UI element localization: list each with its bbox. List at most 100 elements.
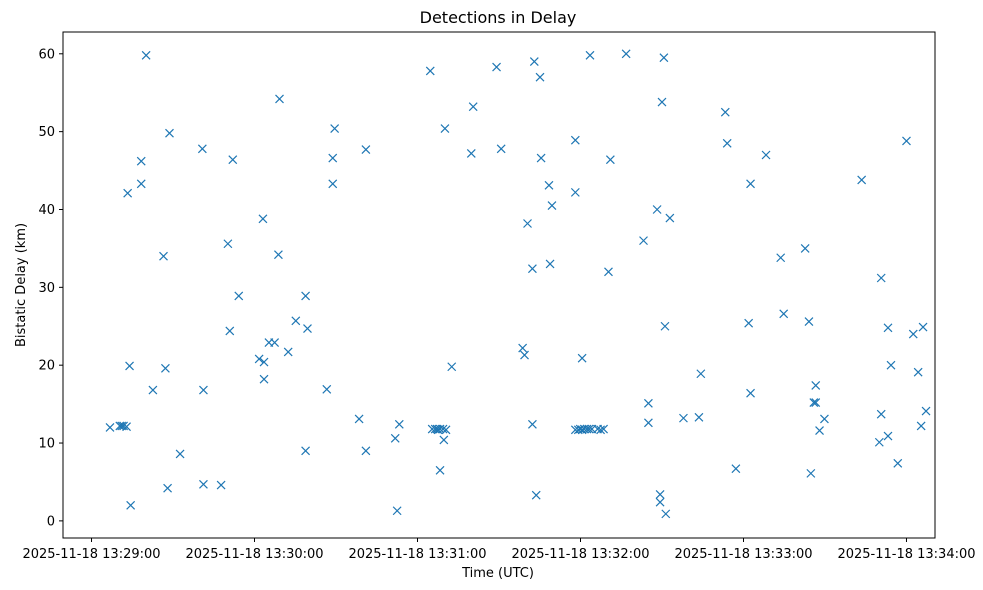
detection-point	[518, 343, 528, 353]
detection-point	[392, 506, 402, 516]
detection-point	[575, 424, 585, 434]
detection-point	[258, 214, 268, 224]
chart-title: Detections in Delay	[420, 8, 577, 27]
detection-point	[585, 50, 595, 60]
data-points	[105, 49, 931, 519]
x-tick-label: 2025-11-18 13:30:00	[185, 547, 323, 562]
detection-point	[902, 136, 911, 146]
detection-point	[744, 318, 754, 328]
detection-point	[197, 144, 207, 154]
detection-point	[811, 380, 821, 390]
detection-point	[908, 329, 918, 339]
detection-point	[913, 367, 923, 377]
detection-point	[322, 384, 332, 394]
x-tick-label: 2025-11-18 13:32:00	[511, 547, 649, 562]
x-axis: 2025-11-18 13:29:00 2025-11-18 13:30:00 20…	[22, 538, 976, 562]
detection-point	[857, 175, 867, 185]
detection-point	[136, 156, 146, 166]
detection-point	[655, 489, 665, 499]
detection-point	[105, 423, 115, 432]
detection-point	[722, 138, 732, 148]
detection-point	[270, 338, 280, 348]
detection-point	[520, 350, 529, 360]
detection-point	[163, 483, 173, 493]
detection-point	[694, 412, 704, 422]
detection-point	[291, 316, 301, 326]
detection-point	[283, 347, 293, 357]
detection-point	[874, 437, 884, 447]
detection-point	[440, 124, 450, 133]
detection-point	[496, 144, 506, 154]
detection-point	[225, 326, 235, 336]
detection-point	[639, 236, 648, 246]
detection-point	[806, 468, 816, 478]
detection-point	[809, 398, 819, 407]
detection-point	[438, 424, 448, 434]
detection-point	[199, 385, 208, 395]
detection-point	[655, 497, 665, 507]
detection-point	[776, 253, 786, 263]
detection-point	[657, 97, 667, 107]
detection-point	[883, 431, 893, 441]
detection-point	[303, 324, 312, 334]
detection-point	[527, 419, 537, 429]
detection-point	[746, 388, 755, 398]
y-tick-label: 40	[38, 203, 55, 218]
x-axis-label: Time (UTC)	[461, 566, 534, 581]
detection-point	[425, 66, 435, 76]
y-axis: 0 10 20 30 40 50 60	[38, 47, 63, 529]
detection-point	[886, 360, 896, 370]
detection-point	[536, 153, 546, 163]
x-tick-label: 2025-11-18 13:29:00	[22, 547, 160, 562]
detection-point	[439, 435, 449, 445]
detection-point	[301, 291, 311, 301]
detection-point	[696, 369, 706, 379]
detection-point	[126, 500, 136, 510]
detection-point	[273, 250, 283, 260]
detection-point	[254, 354, 264, 364]
detection-point	[652, 205, 662, 214]
detection-point	[883, 323, 893, 333]
x-tick-label: 2025-11-18 13:33:00	[674, 547, 812, 562]
detection-point	[876, 409, 886, 419]
y-tick-label: 0	[47, 514, 55, 529]
detection-point	[761, 150, 771, 160]
y-tick-label: 30	[38, 281, 55, 296]
y-tick-label: 10	[38, 437, 55, 452]
detection-point	[234, 291, 244, 301]
detection-point	[660, 321, 670, 331]
detection-point	[394, 419, 404, 429]
detection-point	[605, 155, 615, 165]
detection-point	[731, 464, 741, 474]
detection-point	[800, 243, 810, 253]
x-tick-label: 2025-11-18 13:34:00	[837, 547, 975, 562]
detection-point	[584, 424, 594, 434]
detection-point	[228, 155, 238, 165]
detection-point	[720, 107, 730, 117]
detection-point	[665, 213, 675, 223]
detection-point	[216, 480, 226, 490]
detection-point	[223, 239, 233, 249]
y-tick-label: 60	[38, 47, 55, 62]
detection-point	[820, 414, 829, 424]
detection-point	[921, 406, 931, 416]
detection-point	[447, 362, 457, 372]
detection-point	[123, 188, 133, 198]
detection-point	[468, 102, 478, 112]
y-axis-label: Bistatic Delay (km)	[14, 223, 29, 347]
detection-point	[141, 50, 151, 60]
detection-point	[893, 458, 903, 468]
detection-point	[199, 479, 208, 489]
detection-point	[604, 267, 613, 277]
plot-area-frame	[62, 31, 936, 539]
detection-point	[148, 385, 158, 395]
detection-point	[330, 124, 340, 133]
detection-point	[119, 421, 129, 431]
detection-point	[599, 424, 609, 434]
detection-point	[570, 187, 580, 197]
y-tick-label: 20	[38, 359, 55, 374]
detection-point	[275, 94, 284, 104]
detection-point	[136, 179, 146, 189]
